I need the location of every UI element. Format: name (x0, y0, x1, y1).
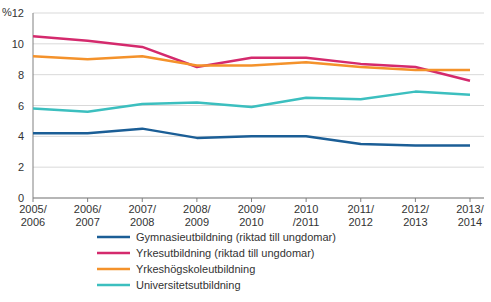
x-tick-label: 2008/2009 (183, 203, 211, 228)
x-tick-label-line: 2014 (458, 216, 482, 228)
x-tick-label-line: 2010 (239, 216, 263, 228)
legend-label: Yrkesutbildning (riktad till ungdomar) (136, 247, 315, 259)
legend-swatch (97, 284, 130, 287)
grid-line (33, 167, 484, 168)
series-line (33, 92, 470, 112)
y-tick-label: 2 (18, 161, 24, 173)
x-tick-label: 2013/2014 (456, 203, 484, 228)
x-tick-label: 2006/2007 (74, 203, 102, 228)
grid-line (33, 43, 484, 44)
x-tick-label-line: 2012 (349, 216, 373, 228)
x-tick-label-line: 2010 (294, 203, 318, 215)
x-tick-label-line: 2013 (403, 216, 427, 228)
x-tick-label-line: 2008/ (183, 203, 211, 215)
x-axis (33, 198, 484, 199)
y-tick-label: 4 (18, 130, 24, 142)
grid-line (33, 13, 484, 14)
series-line (33, 36, 470, 81)
x-tick-label-line: 2008 (130, 216, 154, 228)
x-tick (33, 198, 34, 202)
x-tick (470, 198, 471, 202)
x-tick-label: 2007/2008 (128, 203, 156, 228)
x-tick (251, 198, 252, 202)
x-tick (87, 198, 88, 202)
grid-line (33, 198, 484, 199)
x-tick (196, 198, 197, 202)
y-tick-label: 10 (12, 38, 24, 50)
x-tick-label-line: 2007/ (128, 203, 156, 215)
series-line (33, 56, 470, 70)
x-tick-label: 2009/2010 (238, 203, 266, 228)
legend-swatch (97, 268, 130, 271)
x-tick-label: 2005/2006 (19, 203, 47, 228)
x-tick-label-line: 2009/ (238, 203, 266, 215)
legend-label: Gymnasieutbildning (riktad till ungdomar… (136, 231, 336, 243)
grid-line (33, 74, 484, 75)
y-tick-label: 12 (12, 7, 24, 19)
x-tick (142, 198, 143, 202)
x-tick-label-line: 2013/ (456, 203, 484, 215)
legend-swatch (97, 252, 130, 255)
x-tick-label: 2011/2012 (347, 203, 375, 228)
x-tick-label-line: 2012/ (402, 203, 430, 215)
y-tick-label: 6 (18, 100, 24, 112)
x-tick-label-line: 2006/ (74, 203, 102, 215)
legend-label: Yrkeshögskoleutbildning (136, 263, 255, 275)
legend-label: Universitetsutbildning (136, 279, 241, 291)
x-tick (360, 198, 361, 202)
y-axis (33, 13, 34, 198)
x-tick-label-line: 2011/ (347, 203, 375, 215)
x-tick (415, 198, 416, 202)
legend: Gymnasieutbildning (riktad till ungdomar… (97, 231, 336, 291)
x-tick-label-line: 2009 (185, 216, 209, 228)
x-tick-label-line: 2006 (21, 216, 45, 228)
chart: 024681012%2005/20062006/20072007/2008200… (0, 0, 491, 302)
y-axis-label: % (2, 6, 12, 18)
y-tick-label: 8 (18, 69, 24, 81)
x-tick-label: 2012/2013 (402, 203, 430, 228)
series-line (33, 129, 470, 146)
legend-swatch (97, 236, 130, 239)
x-tick-label-line: /2011 (293, 216, 320, 228)
x-tick-label-line: 2005/ (19, 203, 47, 215)
x-tick-label-line: 2007 (75, 216, 99, 228)
plot-area (33, 36, 470, 145)
x-tick (306, 198, 307, 202)
x-tick-label: 2010/2011 (293, 203, 320, 228)
